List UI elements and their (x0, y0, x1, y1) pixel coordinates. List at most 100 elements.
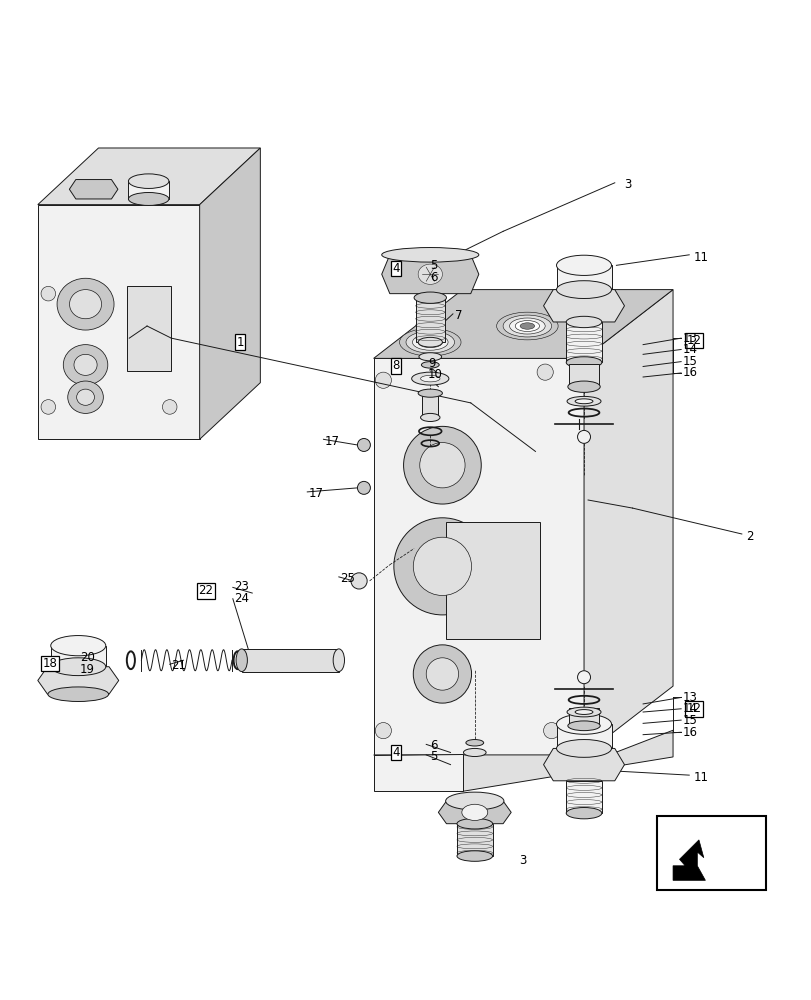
Polygon shape (38, 148, 260, 205)
Ellipse shape (461, 804, 487, 820)
Ellipse shape (411, 372, 448, 385)
Ellipse shape (412, 334, 448, 350)
Polygon shape (38, 205, 200, 439)
Ellipse shape (445, 792, 504, 810)
Ellipse shape (414, 292, 446, 303)
Bar (565, 781, 601, 813)
Bar (569, 708, 598, 726)
Ellipse shape (420, 413, 440, 422)
Ellipse shape (418, 337, 442, 348)
Polygon shape (583, 290, 672, 755)
Text: 6: 6 (430, 739, 437, 752)
Ellipse shape (418, 264, 442, 284)
Circle shape (350, 573, 367, 589)
Ellipse shape (420, 375, 440, 382)
Ellipse shape (565, 316, 601, 328)
Circle shape (536, 364, 552, 380)
Ellipse shape (567, 381, 599, 392)
Ellipse shape (67, 381, 103, 413)
Circle shape (357, 438, 370, 451)
Ellipse shape (520, 323, 534, 329)
Text: 21: 21 (171, 659, 186, 672)
Text: 8: 8 (392, 359, 400, 372)
Text: 24: 24 (234, 592, 249, 605)
Circle shape (357, 481, 370, 494)
Text: 5: 5 (430, 750, 437, 763)
Text: 13: 13 (682, 332, 697, 345)
Bar (446, 522, 539, 639)
Ellipse shape (566, 707, 600, 717)
Bar (242, 649, 338, 672)
Text: 16: 16 (682, 726, 697, 739)
Text: 11: 11 (693, 771, 707, 784)
Polygon shape (200, 148, 260, 439)
Circle shape (41, 286, 55, 301)
Ellipse shape (574, 710, 592, 714)
Circle shape (375, 723, 391, 739)
Ellipse shape (556, 281, 611, 299)
Ellipse shape (76, 389, 94, 405)
Polygon shape (373, 754, 462, 791)
Ellipse shape (418, 337, 442, 347)
Text: 3: 3 (624, 178, 631, 191)
Ellipse shape (503, 315, 551, 337)
Ellipse shape (556, 740, 611, 757)
Ellipse shape (457, 851, 492, 861)
Bar (415, 298, 444, 342)
Text: 1: 1 (236, 336, 243, 349)
Text: 9: 9 (427, 357, 435, 370)
Text: 11: 11 (693, 251, 707, 264)
Polygon shape (373, 358, 583, 755)
Text: 3: 3 (519, 854, 526, 867)
Circle shape (543, 723, 559, 739)
Ellipse shape (466, 740, 483, 746)
Ellipse shape (567, 721, 599, 731)
Text: 15: 15 (682, 355, 697, 368)
Ellipse shape (418, 353, 441, 361)
Ellipse shape (565, 808, 601, 819)
Ellipse shape (556, 255, 611, 275)
Text: 6: 6 (430, 271, 437, 284)
Ellipse shape (463, 748, 486, 757)
Ellipse shape (423, 339, 437, 345)
Text: 17: 17 (324, 435, 340, 448)
Text: 25: 25 (339, 572, 354, 585)
Text: 18: 18 (42, 657, 58, 670)
Text: 2: 2 (745, 530, 753, 543)
Circle shape (41, 400, 55, 414)
Bar (565, 322, 601, 362)
Text: 7: 7 (454, 309, 461, 322)
Ellipse shape (457, 818, 492, 829)
Text: 22: 22 (199, 584, 213, 597)
Circle shape (577, 671, 590, 684)
Bar (128, 181, 169, 199)
Circle shape (419, 443, 465, 488)
Circle shape (393, 518, 491, 615)
Ellipse shape (556, 714, 611, 734)
Text: 4: 4 (392, 746, 400, 759)
Ellipse shape (48, 687, 109, 701)
Bar (569, 364, 598, 387)
Text: 5: 5 (430, 259, 437, 272)
Circle shape (413, 537, 471, 595)
Circle shape (403, 426, 481, 504)
Polygon shape (38, 667, 118, 694)
Ellipse shape (421, 362, 439, 368)
Text: 10: 10 (427, 368, 442, 381)
Ellipse shape (63, 345, 108, 385)
Ellipse shape (57, 278, 114, 330)
Polygon shape (373, 290, 672, 358)
Text: 14: 14 (682, 702, 697, 715)
Ellipse shape (74, 354, 97, 375)
Ellipse shape (418, 389, 442, 397)
Ellipse shape (399, 328, 461, 356)
Text: 20: 20 (79, 651, 95, 664)
Polygon shape (438, 801, 511, 824)
Ellipse shape (333, 649, 344, 672)
Text: 15: 15 (682, 714, 697, 727)
Text: 16: 16 (682, 366, 697, 379)
Bar (51, 646, 105, 667)
Ellipse shape (70, 290, 101, 319)
Text: 23: 23 (234, 580, 249, 593)
Polygon shape (381, 255, 478, 294)
